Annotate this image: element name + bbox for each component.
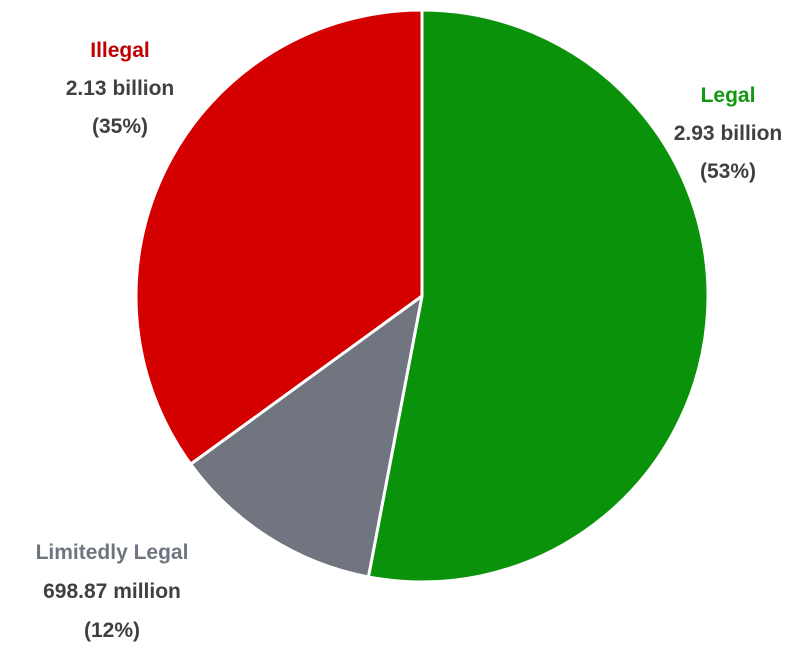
label-limitedly-legal: Limitedly Legal 698.87 million (12%) <box>36 541 189 642</box>
label-illegal-percent: (35%) <box>92 115 148 138</box>
label-illegal: Illegal 2.13 billion (35%) <box>66 39 175 138</box>
label-illegal-name: Illegal <box>90 39 150 62</box>
label-limitedly-legal-value: 698.87 million <box>43 580 181 603</box>
pie-slice-legal <box>366 8 710 584</box>
label-legal: Legal 2.93 billion (53%) <box>674 84 783 183</box>
label-illegal-value: 2.13 billion <box>66 77 175 100</box>
pie-slice-illegal <box>134 8 424 466</box>
label-legal-value: 2.93 billion <box>674 122 783 145</box>
pie-slices <box>134 8 710 584</box>
label-legal-percent: (53%) <box>700 160 756 183</box>
pie-slice-limitedly-legal <box>189 294 424 579</box>
label-legal-name: Legal <box>701 84 756 107</box>
label-limitedly-legal-name: Limitedly Legal <box>36 541 189 564</box>
label-limitedly-legal-percent: (12%) <box>84 619 140 642</box>
